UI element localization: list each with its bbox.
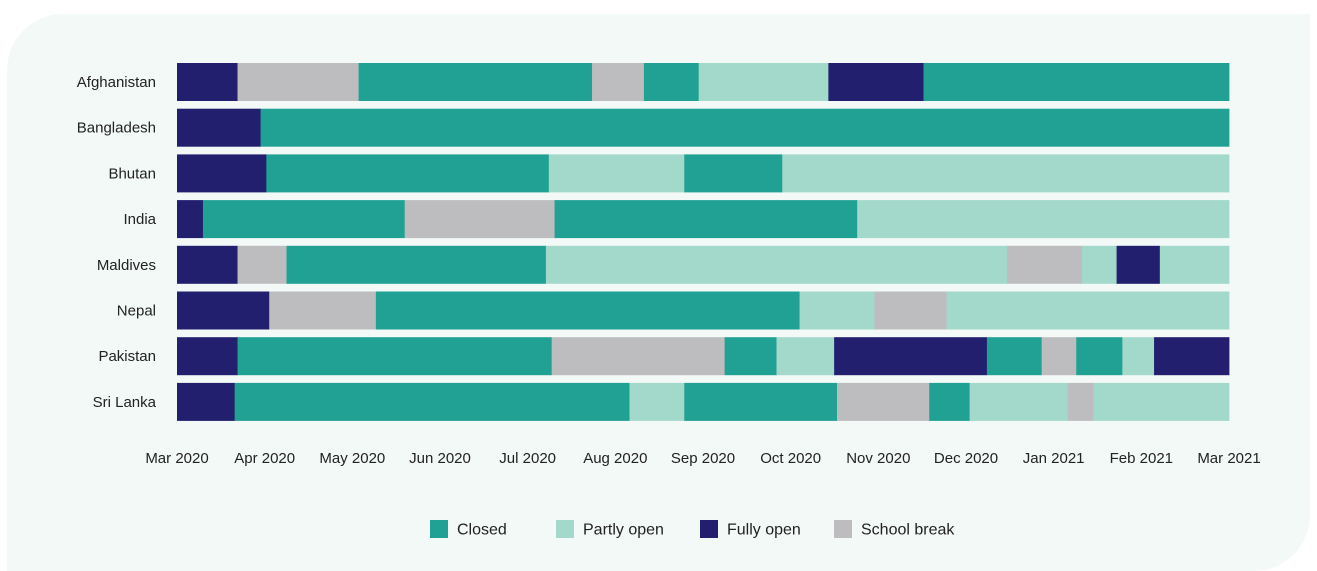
bar-segment-maldives-5-break xyxy=(1007,245,1083,284)
bar-segment-sri-lanka-3-partly xyxy=(629,382,685,421)
category-label-bhutan: Bhutan xyxy=(108,165,156,182)
legend-label-closed: Closed xyxy=(457,522,507,539)
bar-segment-afghanistan-7-fully xyxy=(828,63,924,101)
bar-segment-sri-lanka-9-partly xyxy=(1093,382,1230,421)
x-tick-label-oct-2020: Oct 2020 xyxy=(760,450,821,467)
category-label-india: India xyxy=(123,211,156,228)
bar-segment-maldives-6-partly xyxy=(1082,245,1117,284)
bar-segment-pakistan-6-fully xyxy=(834,337,988,376)
bar-segment-sri-lanka-1-fully xyxy=(177,382,236,421)
bar-segment-sri-lanka-8-break xyxy=(1067,382,1094,421)
bar-segment-afghanistan-1-fully xyxy=(177,63,238,101)
bar-segment-sri-lanka-6-closed xyxy=(929,382,970,421)
bar-segment-bhutan-4-closed xyxy=(684,154,783,193)
bar-segment-india-4-closed xyxy=(554,200,858,239)
x-tick-label-mar-2021: Mar 2021 xyxy=(1197,450,1260,467)
date-axis: Mar 2020 Apr 2020 May 2020 Jun 2020 Jul 2020… xyxy=(145,450,1260,467)
bar-segment-sri-lanka-2-closed xyxy=(234,382,630,421)
bar-segment-maldives-1-fully xyxy=(177,245,238,284)
bar-segment-afghanistan-6-partly xyxy=(698,63,829,101)
bar-segment-nepal-4-partly xyxy=(799,291,875,330)
bar-segment-afghanistan-3-closed xyxy=(358,63,593,101)
bar-segment-afghanistan-4-break xyxy=(592,63,645,101)
category-label-sri-lanka: Sri Lanka xyxy=(93,394,157,411)
bar-segment-bhutan-5-partly xyxy=(782,154,1230,193)
bar-segment-bangladesh-2-closed xyxy=(260,108,1230,147)
bar-segment-afghanistan-5-closed xyxy=(643,63,700,101)
bar-segment-afghanistan-8-closed xyxy=(923,63,1230,101)
category-label-bangladesh: Bangladesh xyxy=(77,120,156,137)
x-tick-label-apr-2020: Apr 2020 xyxy=(234,450,295,467)
x-tick-label-mar-2020: Mar 2020 xyxy=(145,450,208,467)
x-tick-label-dec-2020: Dec 2020 xyxy=(934,450,998,467)
bar-segment-nepal-5-break xyxy=(874,291,947,330)
bar-segment-bhutan-3-partly xyxy=(548,154,685,193)
bar-segment-maldives-3-closed xyxy=(286,245,547,284)
category-label-maldives: Maldives xyxy=(97,257,156,274)
legend-label-break: School break xyxy=(861,522,955,539)
legend-label-partly: Partly open xyxy=(583,522,664,539)
x-tick-label-jan-2021: Jan 2021 xyxy=(1023,450,1085,467)
bar-segment-pakistan-3-break xyxy=(551,337,726,376)
bar-segment-india-5-partly xyxy=(857,200,1230,239)
bar-area xyxy=(177,63,1230,421)
legend: Closed Partly open Fully open School break xyxy=(430,520,955,539)
bar-segment-bhutan-2-closed xyxy=(266,154,550,193)
bar-segment-maldives-8-partly xyxy=(1159,245,1230,284)
bar-segment-sri-lanka-7-partly xyxy=(969,382,1068,421)
bar-segment-bhutan-1-fully xyxy=(177,154,267,193)
bar-segment-pakistan-5-partly xyxy=(776,337,835,376)
x-tick-label-sep-2020: Sep 2020 xyxy=(671,450,735,467)
bar-segment-india-2-closed xyxy=(202,200,406,239)
bar-segment-pakistan-10-partly xyxy=(1122,337,1155,376)
bar-segment-pakistan-2-closed xyxy=(237,337,553,376)
legend-swatch-partly xyxy=(556,520,574,538)
country-axis: Afghanistan Bangladesh Bhutan India Maldives… xyxy=(77,74,157,411)
bar-segment-maldives-4-partly xyxy=(545,245,1008,284)
bar-segment-sri-lanka-4-closed xyxy=(684,382,838,421)
x-tick-label-may-2020: May 2020 xyxy=(319,450,385,467)
bar-segment-afghanistan-2-break xyxy=(237,63,359,101)
x-tick-label-feb-2021: Feb 2021 xyxy=(1110,450,1173,467)
bar-segment-bangladesh-1-fully xyxy=(177,108,261,147)
bar-segment-pakistan-8-break xyxy=(1041,337,1077,376)
x-tick-label-jul-2020: Jul 2020 xyxy=(499,450,556,467)
bar-segment-pakistan-9-closed xyxy=(1076,337,1123,376)
legend-swatch-closed xyxy=(430,520,448,538)
bar-segment-nepal-3-closed xyxy=(375,291,800,330)
bar-segment-sri-lanka-5-break xyxy=(837,382,930,421)
x-tick-label-jun-2020: Jun 2020 xyxy=(409,450,471,467)
bar-segment-pakistan-11-fully xyxy=(1154,337,1230,376)
category-label-nepal: Nepal xyxy=(117,303,156,320)
legend-swatch-fully xyxy=(700,520,718,538)
bar-segment-maldives-2-break xyxy=(237,245,287,284)
category-label-pakistan: Pakistan xyxy=(98,348,156,365)
bar-segment-pakistan-4-closed xyxy=(724,337,777,376)
bar-segment-maldives-7-fully xyxy=(1116,245,1161,284)
x-tick-label-aug-2020: Aug 2020 xyxy=(583,450,647,467)
bar-segment-nepal-2-break xyxy=(269,291,377,330)
legend-label-fully: Fully open xyxy=(727,522,801,539)
bar-segment-nepal-1-fully xyxy=(177,291,270,330)
bar-segment-india-1-fully xyxy=(177,200,204,239)
bar-segment-india-3-break xyxy=(404,200,555,239)
category-label-afghanistan: Afghanistan xyxy=(77,74,156,91)
bar-segment-pakistan-7-closed xyxy=(986,337,1043,376)
bar-segment-nepal-6-partly xyxy=(946,291,1230,330)
bar-segment-pakistan-1-fully xyxy=(177,337,238,376)
legend-swatch-break xyxy=(834,520,852,538)
x-tick-label-nov-2020: Nov 2020 xyxy=(846,450,910,467)
